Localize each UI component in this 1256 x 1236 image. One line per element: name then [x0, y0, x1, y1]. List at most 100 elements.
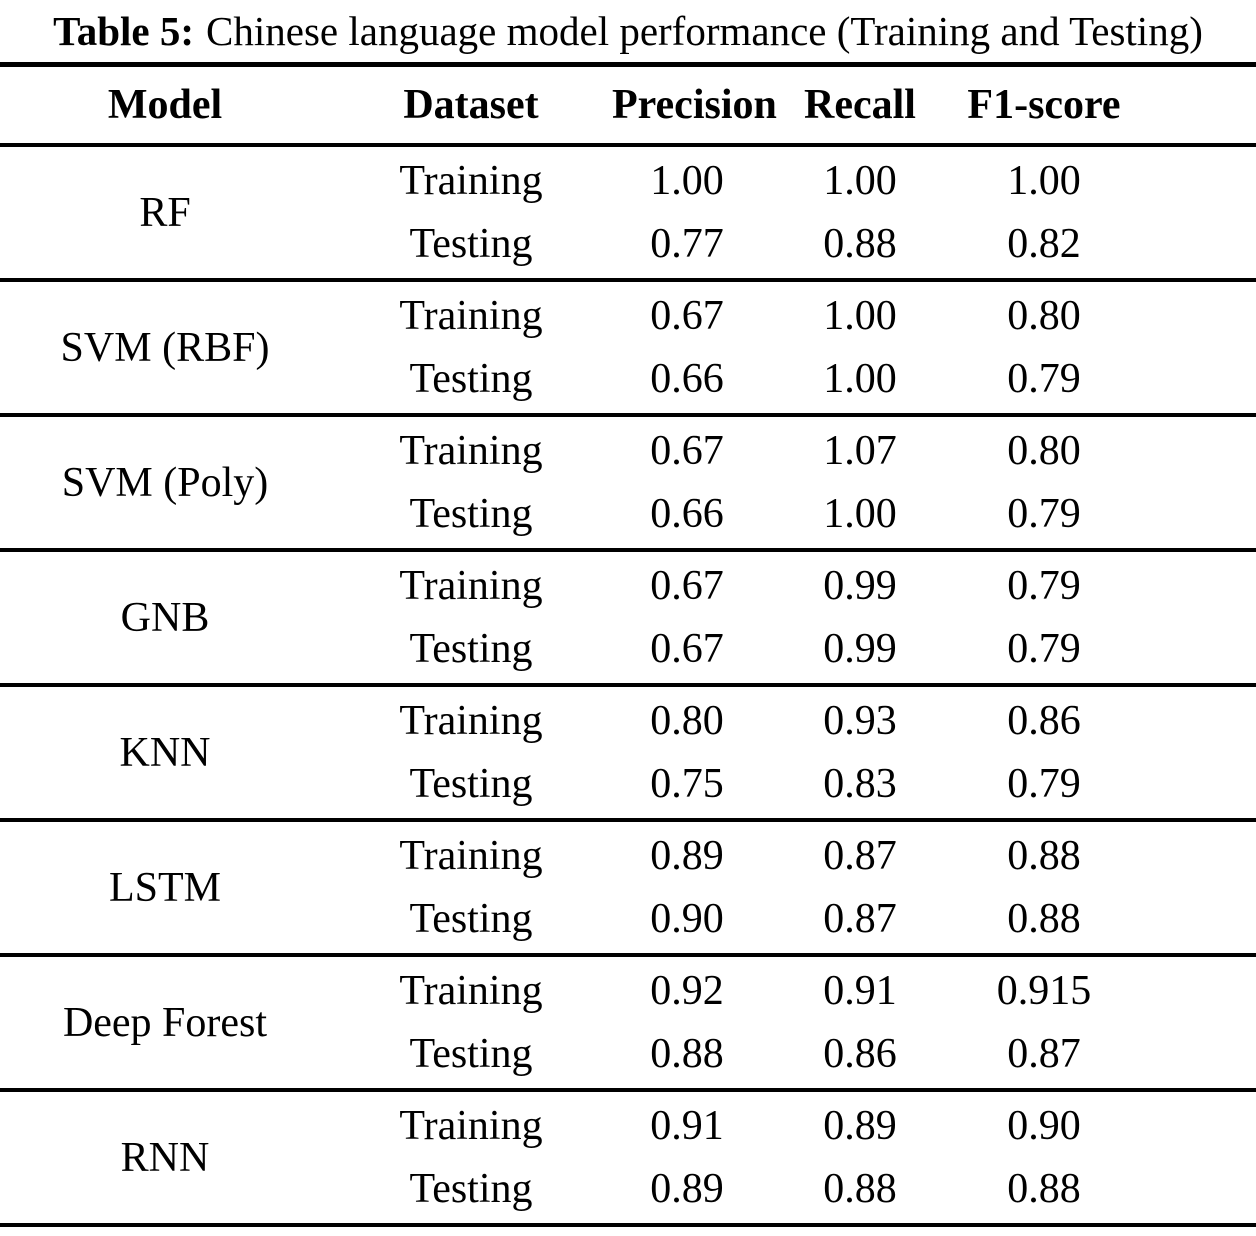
column-header-precision: Precision	[612, 82, 777, 128]
model-name: RF	[139, 189, 191, 236]
recall-cell: 0.86	[823, 1031, 897, 1077]
data-table: Model Dataset Precision Recall F1-score …	[0, 62, 1256, 1227]
precision-cell: 0.92	[650, 968, 724, 1014]
column-header-recall: Recall	[804, 82, 916, 128]
table-row: Testing 0.67 0.99 0.79	[330, 618, 1256, 681]
group-rows: Training 0.67 0.99 0.79 Testing 0.67 0.9…	[330, 552, 1256, 683]
group-rows: Training 0.67 1.00 0.80 Testing 0.66 1.0…	[330, 282, 1256, 413]
dataset-cell: Testing	[409, 221, 533, 267]
f1-cell: 0.87	[1007, 1031, 1081, 1077]
recall-cell: 0.83	[823, 761, 897, 807]
dataset-cell: Training	[399, 563, 543, 609]
model-name: SVM (Poly)	[61, 459, 269, 506]
recall-cell: 1.00	[823, 491, 897, 537]
table-row: Training 0.91 0.89 0.90	[330, 1095, 1256, 1158]
table-row: Testing 0.75 0.83 0.79	[330, 753, 1256, 816]
dataset-cell: Testing	[409, 356, 533, 402]
column-header-dataset: Dataset	[403, 82, 539, 128]
precision-cell: 0.67	[650, 626, 724, 672]
recall-cell: 0.87	[823, 896, 897, 942]
table-row-group: LSTM Training 0.89 0.87 0.88 Testing 0.9…	[0, 822, 1256, 957]
f1-cell: 0.79	[1007, 761, 1081, 807]
precision-cell: 0.66	[650, 491, 724, 537]
group-rows: Training 0.92 0.91 0.915 Testing 0.88 0.…	[330, 957, 1256, 1088]
table-row-group: GNB Training 0.67 0.99 0.79 Testing 0.67…	[0, 552, 1256, 687]
precision-cell: 0.75	[650, 761, 724, 807]
group-rows: Training 0.67 1.07 0.80 Testing 0.66 1.0…	[330, 417, 1256, 548]
precision-cell: 0.77	[650, 221, 724, 267]
dataset-cell: Testing	[409, 1031, 533, 1077]
table-row: Testing 0.66 1.00 0.79	[330, 348, 1256, 411]
recall-cell: 0.89	[823, 1103, 897, 1149]
table-caption-label: Table 5:	[53, 8, 195, 54]
recall-cell: 1.00	[823, 293, 897, 339]
f1-cell: 0.88	[1007, 1166, 1081, 1212]
precision-cell: 0.67	[650, 563, 724, 609]
dataset-cell: Training	[399, 428, 543, 474]
dataset-cell: Training	[399, 293, 543, 339]
recall-cell: 1.07	[823, 428, 897, 474]
recall-cell: 0.93	[823, 698, 897, 744]
f1-cell: 0.86	[1007, 698, 1081, 744]
table-caption: Table 5: Chinese language model performa…	[0, 0, 1256, 62]
precision-cell: 0.67	[650, 428, 724, 474]
recall-cell: 1.00	[823, 158, 897, 204]
f1-cell: 0.88	[1007, 833, 1081, 879]
dataset-cell: Training	[399, 833, 543, 879]
table-row: Testing 0.88 0.86 0.87	[330, 1023, 1256, 1086]
group-rows: Training 1.00 1.00 1.00 Testing 0.77 0.8…	[330, 147, 1256, 278]
table-row: Testing 0.77 0.88 0.82	[330, 213, 1256, 276]
table-row: Training 0.89 0.87 0.88	[330, 825, 1256, 888]
recall-cell: 0.99	[823, 563, 897, 609]
precision-cell: 0.80	[650, 698, 724, 744]
dataset-cell: Training	[399, 1103, 543, 1149]
precision-cell: 0.91	[650, 1103, 724, 1149]
f1-cell: 0.79	[1007, 563, 1081, 609]
model-name: Deep Forest	[62, 999, 268, 1046]
table-row: Training 0.67 0.99 0.79	[330, 555, 1256, 618]
model-name: KNN	[119, 729, 211, 776]
dataset-cell: Training	[399, 968, 543, 1014]
f1-cell: 0.79	[1007, 491, 1081, 537]
dataset-cell: Testing	[409, 1166, 533, 1212]
table-row: Training 0.92 0.91 0.915	[330, 960, 1256, 1023]
table-row: Training 0.67 1.07 0.80	[330, 420, 1256, 483]
dataset-cell: Training	[399, 698, 543, 744]
f1-cell: 0.79	[1007, 626, 1081, 672]
model-name: GNB	[120, 594, 210, 641]
dataset-cell: Testing	[409, 896, 533, 942]
table-row-group: SVM (RBF) Training 0.67 1.00 0.80 Testin…	[0, 282, 1256, 417]
table-header-row: Model Dataset Precision Recall F1-score	[0, 67, 1256, 147]
model-name: LSTM	[108, 864, 221, 911]
recall-cell: 0.88	[823, 221, 897, 267]
model-name: RNN	[120, 1134, 210, 1181]
f1-cell: 0.915	[996, 968, 1092, 1014]
f1-cell: 0.79	[1007, 356, 1081, 402]
f1-cell: 0.80	[1007, 428, 1081, 474]
dataset-cell: Testing	[409, 491, 533, 537]
dataset-cell: Testing	[409, 626, 533, 672]
table-row: Training 1.00 1.00 1.00	[330, 150, 1256, 213]
table-row: Training 0.67 1.00 0.80	[330, 285, 1256, 348]
table-caption-text: Chinese language model performance (Trai…	[206, 8, 1203, 54]
precision-cell: 0.90	[650, 896, 724, 942]
group-rows: Training 0.89 0.87 0.88 Testing 0.90 0.8…	[330, 822, 1256, 953]
column-header-f1-score: F1-score	[967, 82, 1121, 128]
group-rows: Training 0.91 0.89 0.90 Testing 0.89 0.8…	[330, 1092, 1256, 1223]
table-row-group: SVM (Poly) Training 0.67 1.07 0.80 Testi…	[0, 417, 1256, 552]
precision-cell: 0.66	[650, 356, 724, 402]
precision-cell: 1.00	[650, 158, 724, 204]
table-row: Testing 0.89 0.88 0.88	[330, 1158, 1256, 1221]
precision-cell: 0.67	[650, 293, 724, 339]
dataset-cell: Training	[399, 158, 543, 204]
precision-cell: 0.89	[650, 1166, 724, 1212]
precision-cell: 0.89	[650, 833, 724, 879]
precision-cell: 0.88	[650, 1031, 724, 1077]
f1-cell: 0.82	[1007, 221, 1081, 267]
table-row: Testing 0.66 1.00 0.79	[330, 483, 1256, 546]
table-row-group: KNN Training 0.80 0.93 0.86 Testing 0.75…	[0, 687, 1256, 822]
f1-cell: 1.00	[1007, 158, 1081, 204]
f1-cell: 0.80	[1007, 293, 1081, 339]
f1-cell: 0.88	[1007, 896, 1081, 942]
